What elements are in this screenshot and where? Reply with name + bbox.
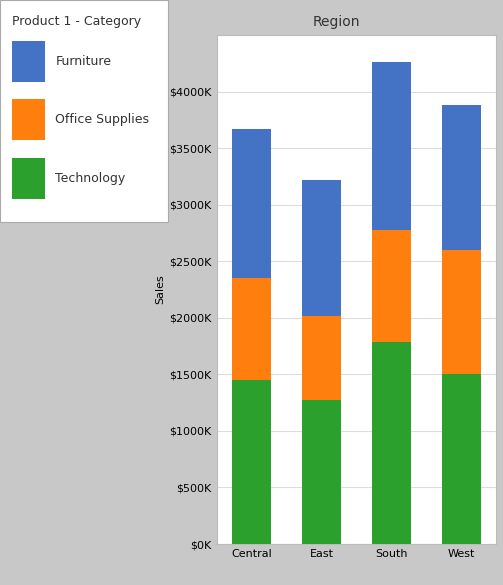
Bar [232, 129, 271, 278]
Bar [12, 99, 45, 140]
Bar [302, 400, 341, 544]
Bar [12, 41, 45, 82]
Text: Office Supplies: Office Supplies [55, 113, 149, 126]
Bar [442, 374, 480, 544]
Text: Region: Region [313, 15, 360, 29]
Bar [442, 250, 480, 374]
Bar [302, 180, 341, 315]
Text: Product 1 - Category: Product 1 - Category [12, 15, 141, 27]
Bar [302, 315, 341, 400]
Bar [0, 0, 168, 222]
Bar [232, 380, 271, 544]
Bar [12, 158, 45, 199]
Bar [372, 230, 410, 342]
Y-axis label: Sales: Sales [155, 275, 165, 304]
Bar [232, 278, 271, 380]
Text: Technology: Technology [55, 172, 126, 185]
Bar [372, 62, 410, 230]
Bar [442, 105, 480, 250]
Text: Furniture: Furniture [55, 55, 112, 68]
Bar [372, 342, 410, 544]
